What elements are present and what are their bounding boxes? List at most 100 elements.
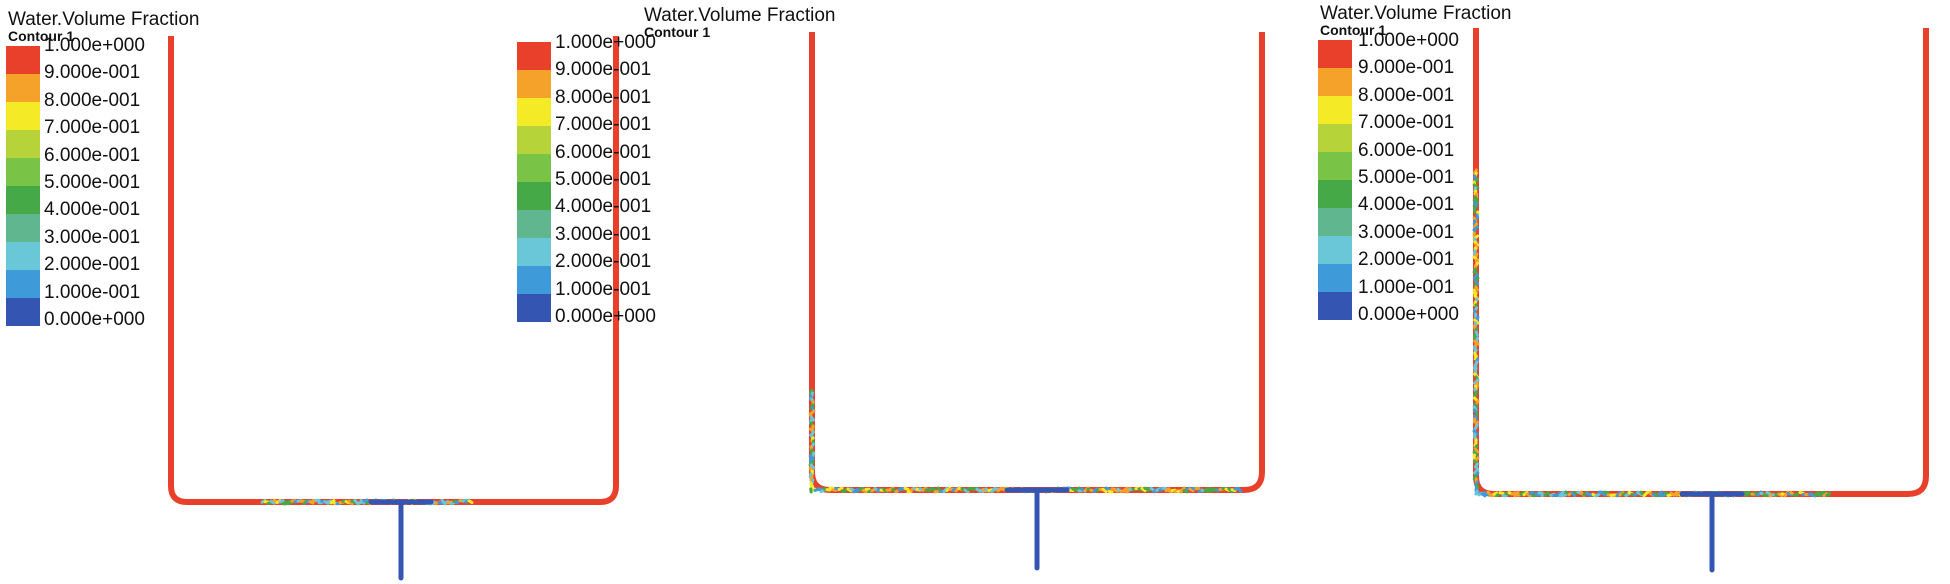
mixed-phase-segment <box>1624 492 1631 498</box>
legend-tick-label: 2.000e-001 <box>555 251 652 273</box>
mixed-phase-segment <box>993 487 1000 492</box>
pipe-wall-water <box>1473 28 1929 497</box>
mixed-phase-segment <box>1636 491 1643 496</box>
mixed-phase-segment <box>809 415 815 422</box>
mixed-phase-segment <box>1666 493 1673 498</box>
legend-swatch <box>1318 180 1352 208</box>
mixed-phase-segment <box>467 499 474 505</box>
mixed-phase-segment <box>1813 491 1820 497</box>
legend-tick-label: 0.000e+000 <box>44 309 145 330</box>
mixed-phase-segment <box>1519 491 1526 496</box>
mixed-phase-segment <box>269 499 276 505</box>
mixed-phase-segment <box>1765 490 1772 496</box>
mixed-phase-segment <box>1654 492 1661 498</box>
legend-tick-label: 1.000e-001 <box>1358 276 1455 298</box>
mixed-phase-segment <box>1473 240 1480 247</box>
mixed-phase-segment <box>1762 493 1769 498</box>
mixed-phase-segment <box>1528 490 1535 496</box>
mixed-phase-segment <box>1074 486 1081 492</box>
legend-swatch <box>517 266 551 294</box>
mixed-phase-segment <box>1675 491 1682 497</box>
legend-tick-label: 8.000e-001 <box>1358 84 1455 106</box>
legend-title: Water.Volume Fraction <box>644 5 836 26</box>
legend-swatch <box>517 210 551 238</box>
mixed-phase-segment <box>1472 273 1479 280</box>
legend-title: Water.Volume Fraction <box>1320 3 1512 24</box>
mixed-phase-segment <box>1474 399 1480 406</box>
legend-swatch <box>1318 236 1352 264</box>
legend-swatch <box>6 74 40 102</box>
legend-swatch <box>6 186 40 214</box>
mixed-phase-segment <box>1473 414 1478 421</box>
legend-tick-label: 2.000e-001 <box>44 254 141 276</box>
mixed-phase-segment <box>326 499 333 504</box>
mixed-phase-segment <box>1472 450 1479 457</box>
mixed-phase-segment <box>1472 474 1478 481</box>
legend-swatch <box>1318 292 1352 320</box>
mixed-phase-segment <box>1472 429 1479 436</box>
mixed-phase-segment <box>1230 488 1237 493</box>
legend-tick-label: 1.000e+000 <box>555 32 656 53</box>
mixed-phase-segment <box>1663 491 1670 496</box>
mixed-phase-segment <box>437 501 444 505</box>
mixed-phase-segment <box>981 487 988 493</box>
legend-tick-label: 1.000e-001 <box>44 281 141 303</box>
mixed-phase-segment <box>284 500 291 506</box>
mixed-phase-segment <box>1603 490 1610 495</box>
legend-swatch <box>6 270 40 298</box>
legend-swatch <box>517 42 551 70</box>
mixed-phase-segment <box>1182 489 1189 494</box>
mixed-phase-segment <box>816 487 823 491</box>
legend-tick-label: 1.000e-001 <box>555 278 652 300</box>
mixed-phase-segment <box>1513 490 1520 498</box>
legend-swatch <box>1318 152 1352 180</box>
mixed-phase-segment <box>1236 486 1243 493</box>
legend-tick-label: 6.000e-001 <box>44 144 141 166</box>
legend-tick-label: 6.000e-001 <box>1358 139 1455 161</box>
legend-tick-label: 0.000e+000 <box>555 306 656 327</box>
mixed-phase-segment <box>1188 487 1195 493</box>
mixed-phase-segment <box>849 487 856 493</box>
mixed-phase-segment <box>1475 336 1480 343</box>
mixed-phase-segment <box>861 488 868 494</box>
mixed-phase-segment <box>942 486 949 494</box>
mixed-phase-segment <box>1594 492 1601 498</box>
legend-tick-label: 8.000e-001 <box>555 86 652 108</box>
mixed-phase-segment <box>329 499 336 505</box>
mixed-phase-segment <box>1227 487 1234 494</box>
mixed-phase-segment <box>1473 318 1480 325</box>
legend-subtitle: Contour 1 <box>1320 22 1387 38</box>
legend-tick-label: 8.000e-001 <box>44 89 141 111</box>
mixed-phase-segment <box>1473 468 1479 475</box>
mixed-phase-segment <box>1473 168 1478 175</box>
mixed-phase-segment <box>347 499 354 506</box>
legend-tick-label: 5.000e-001 <box>1358 167 1455 188</box>
mixed-phase-segment <box>1474 279 1480 286</box>
legend-subtitle: Contour 1 <box>644 24 711 40</box>
mixed-phase-segment <box>1149 486 1156 492</box>
mixed-phase-segment <box>362 498 369 503</box>
mixed-phase-segment <box>809 463 816 470</box>
mixed-phase-segment <box>1473 441 1478 448</box>
mixed-phase-segment <box>809 475 814 482</box>
mixed-phase-segment <box>1472 324 1477 331</box>
legend-swatch <box>1318 40 1352 68</box>
mixed-phase-segment <box>1480 492 1487 498</box>
mixed-phase-segment <box>1473 402 1478 409</box>
legend-swatch <box>1318 96 1352 124</box>
mixed-phase-segment <box>1206 489 1213 493</box>
mixed-phase-segment <box>1558 490 1565 498</box>
legend-tick-label: 9.000e-001 <box>555 59 652 81</box>
mixed-phase-segment <box>356 500 363 505</box>
legend-title: Water.Volume Fraction <box>8 9 200 30</box>
legend-tick-label: 0.000e+000 <box>1358 304 1459 325</box>
mixed-phase-segment <box>811 451 816 458</box>
legend-tick-label: 5.000e-001 <box>44 172 141 193</box>
mixed-phase-segment <box>1660 493 1667 498</box>
mixed-phase-segment <box>1615 490 1622 498</box>
mixed-phase-segment <box>1473 339 1480 346</box>
mixed-phase-segment <box>1474 177 1479 184</box>
mixed-phase-segment <box>963 488 970 494</box>
mixed-phase-segment <box>1525 492 1532 498</box>
mixed-phase-segment <box>808 472 813 479</box>
